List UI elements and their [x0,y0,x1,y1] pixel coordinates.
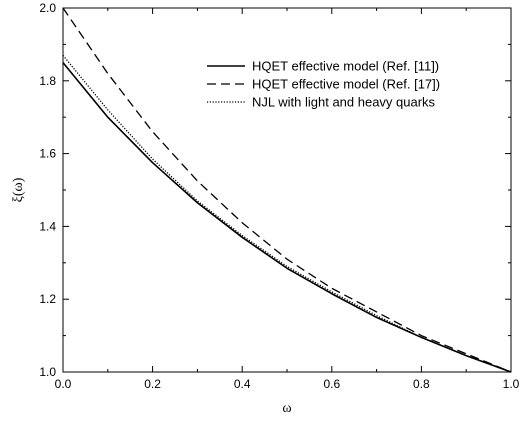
x-tick-label: 0.6 [323,377,340,391]
y-tick-label: 1.0 [39,365,56,379]
y-axis-title: ξ(ω) [11,177,26,202]
series-line-dotted [62,54,512,373]
axis-ticks [62,7,512,373]
series-line-solid [62,62,512,373]
y-tick-label: 2.0 [39,1,56,15]
x-tick-label: 1.0 [503,377,520,391]
series-line-dashed [62,7,512,373]
legend-label: HQET effective model (Ref. [17]) [252,77,440,92]
legend-label: HQET effective model (Ref. [11]) [252,59,439,74]
series-lines [62,7,512,373]
x-axis-title: ω [282,401,291,416]
legend-label: NJL with light and heavy quarks [252,95,436,110]
y-tick-label: 1.6 [39,147,56,161]
x-tick-label: 0.8 [413,377,430,391]
x-tick-label: 0.2 [144,377,161,391]
y-tick-label: 1.4 [39,219,56,233]
tick-labels: 0.0 0.2 0.4 0.6 0.8 1.0 1.0 1.2 1.4 1.6 1.8 2.0 [39,1,519,391]
y-tick-label: 1.8 [39,74,56,88]
x-tick-label: 0.4 [234,377,251,391]
y-tick-label: 1.2 [39,292,56,306]
x-tick-label: 0.0 [55,377,72,391]
legend: HQET effective model (Ref. [11]) HQET eff… [207,59,440,110]
